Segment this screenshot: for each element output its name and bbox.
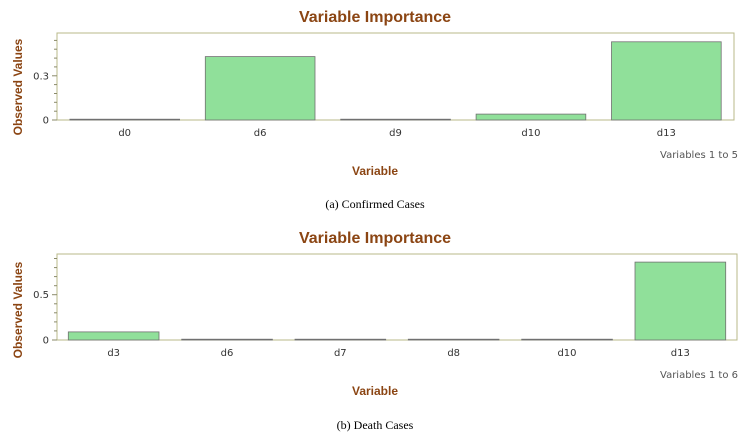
x-tick-label-d10: d10 xyxy=(557,348,576,359)
x-tick-label-d7: d7 xyxy=(334,348,347,359)
x-tick-label-d13: d13 xyxy=(657,128,676,139)
bars-a xyxy=(69,41,722,121)
bar-d6 xyxy=(181,338,273,341)
y-tick-label: 0.3 xyxy=(33,71,49,82)
bar-d7 xyxy=(294,338,387,341)
x-tick-label-d3: d3 xyxy=(107,348,120,359)
chart-title-b: Variable Importance xyxy=(299,230,451,247)
x-ticks-a: d0 d6 d9 d10 d13 xyxy=(118,128,675,139)
panel-confirmed: Variable Importance Observed Values 00.3… xyxy=(11,9,738,211)
y-tick-label: 0 xyxy=(43,336,49,347)
x-tick-label-d13: d13 xyxy=(671,348,690,359)
x-axis-label-b: Variable xyxy=(352,384,398,398)
bar-d13 xyxy=(611,41,722,121)
variables-note-a: Variables 1 to 5 xyxy=(660,150,738,161)
x-tick-label-d6: d6 xyxy=(254,128,267,139)
y-tick-label: 0 xyxy=(43,116,49,127)
y-axis-label-a: Observed Values xyxy=(11,38,25,135)
caption-b: (b) Death Cases xyxy=(337,418,414,432)
y-axis-b: 00.5 xyxy=(33,258,57,347)
y-axis-a: 00.3 xyxy=(33,39,57,127)
bar-d10 xyxy=(475,113,587,121)
panel-death: Variable Importance Observed Values 00.5… xyxy=(11,230,738,432)
bar-d0 xyxy=(69,118,180,121)
x-tick-label-d8: d8 xyxy=(447,348,460,359)
bar-d8 xyxy=(407,338,500,341)
x-ticks-b: d3 d6 d7 d8 d10 d13 xyxy=(107,348,689,359)
bars-b xyxy=(67,261,727,341)
bar-d9 xyxy=(340,118,451,121)
chart-title-a: Variable Importance xyxy=(299,9,451,26)
bar-d6 xyxy=(204,56,316,121)
y-tick-label: 0.5 xyxy=(33,290,49,301)
bar-d10 xyxy=(521,338,613,341)
bar-d13 xyxy=(634,261,727,341)
x-tick-label-d6: d6 xyxy=(221,348,234,359)
x-tick-label-d9: d9 xyxy=(389,128,402,139)
x-tick-label-d0: d0 xyxy=(118,128,131,139)
variables-note-b: Variables 1 to 6 xyxy=(660,370,738,381)
plot-frame-b xyxy=(56,253,738,341)
x-tick-label-d10: d10 xyxy=(521,128,540,139)
x-axis-label-a: Variable xyxy=(352,164,398,178)
caption-a: (a) Confirmed Cases xyxy=(325,197,425,211)
y-axis-label-b: Observed Values xyxy=(11,261,25,358)
bar-d3 xyxy=(67,331,160,341)
